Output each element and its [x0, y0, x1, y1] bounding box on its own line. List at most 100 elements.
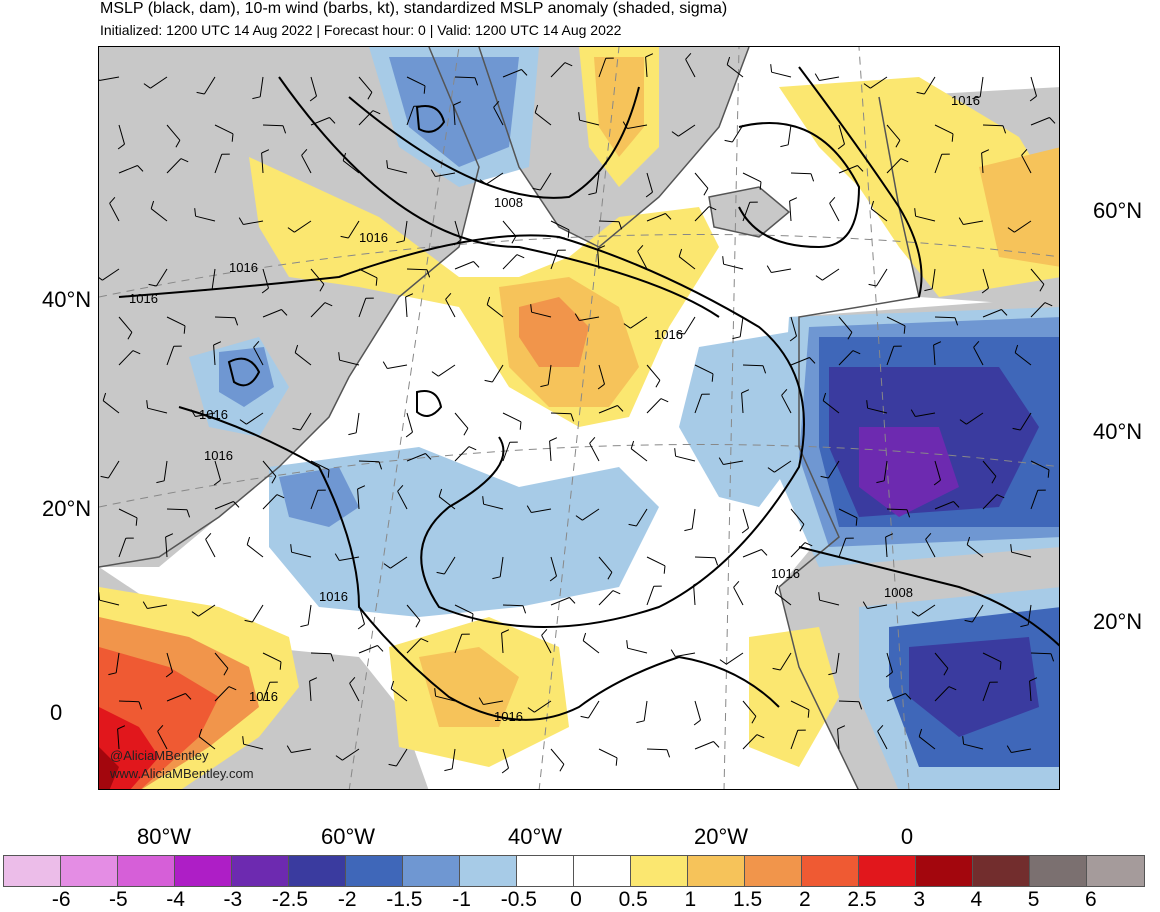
wind-barb: [547, 364, 552, 385]
wind-barb-flag: [837, 725, 846, 730]
wind-barb: [1029, 680, 1032, 702]
wind-barb: [406, 76, 426, 87]
wind-barb: [541, 635, 552, 654]
contour-label: 1016: [129, 291, 158, 306]
wind-barb: [963, 220, 984, 225]
wind-barb: [486, 172, 504, 185]
colorbar-swatch: [175, 856, 232, 886]
wind-barb: [342, 160, 360, 174]
wind-barb: [934, 316, 956, 319]
wind-barb: [166, 158, 182, 174]
colorbar-tick-label: 5: [1027, 888, 1040, 911]
wind-barb: [838, 350, 854, 366]
wind-barb-flag: [102, 392, 107, 401]
wind-barb: [118, 124, 125, 145]
wind-barb: [787, 124, 792, 145]
wind-barb-flag: [810, 173, 815, 182]
colorbar-swatch: [118, 856, 175, 886]
wind-barb: [534, 700, 552, 713]
isobar-1016-main: [118, 234, 805, 628]
wind-barb: [358, 604, 365, 625]
wind-barb-flag: [319, 284, 325, 292]
south-america-land: [259, 647, 429, 789]
wind-barb-flag: [261, 287, 269, 294]
wind-barb-flag: [180, 158, 189, 163]
wind-barb: [150, 76, 168, 89]
wind-barb: [165, 536, 168, 558]
wind-barb-flag: [612, 590, 621, 595]
contour-label: 1016: [229, 260, 258, 275]
isobar-1016-scandinavia: [798, 66, 923, 298]
wind-barb: [358, 268, 378, 279]
wind-barb-flag: [501, 629, 510, 634]
wind-barb-flag: [253, 340, 260, 348]
wind-barb-flag: [724, 139, 733, 143]
wind-barb-flag: [623, 323, 631, 329]
wind-barb-flag: [670, 649, 676, 657]
wind-barb-flag: [238, 217, 244, 225]
lat-label-right-60n: 60°N: [1093, 198, 1143, 223]
mslp-contours: [118, 66, 1059, 721]
wind-barb: [390, 688, 408, 702]
wind-barb: [741, 392, 744, 414]
wind-barb: [166, 652, 173, 673]
wind-barb: [867, 407, 888, 414]
wind-barb: [819, 599, 840, 606]
contour-label: 1016: [204, 448, 233, 463]
wind-barb: [979, 76, 984, 97]
wind-barb-flag: [588, 192, 597, 196]
wind-barb-flag: [756, 734, 765, 739]
wind-barb: [597, 248, 600, 270]
wind-barb-flag: [906, 509, 911, 518]
wind-barb-flag: [770, 64, 773, 73]
wind-barb: [549, 440, 552, 462]
wind-barb: [973, 347, 984, 366]
wind-barb: [454, 220, 461, 241]
wind-barb-flag: [286, 745, 292, 753]
wind-barb: [443, 556, 456, 575]
wind-barb: [214, 460, 221, 481]
wind-barb: [214, 652, 229, 669]
wind-barb-flag: [820, 475, 829, 479]
wind-barb-flag: [190, 409, 196, 417]
wind-barb: [731, 124, 744, 143]
wind-barb-flag: [156, 480, 165, 484]
wind-barb: [118, 165, 138, 174]
wind-barb: [694, 741, 714, 750]
wind-barb-flag: [615, 757, 618, 766]
wind-barb-flag: [1007, 227, 1015, 233]
wind-barb: [582, 640, 600, 654]
wind-barb: [646, 556, 666, 567]
wind-barb-flag: [194, 208, 197, 217]
colorbar-swatch: [460, 856, 517, 886]
wind-barb: [733, 587, 744, 606]
wind-barb-flag: [713, 741, 720, 748]
wind-barb-flag: [804, 542, 813, 547]
colorbar-swatch: [631, 856, 688, 886]
wind-barb: [291, 551, 312, 558]
wind-barb-flag: [622, 121, 628, 129]
wind-barb: [726, 64, 744, 78]
wind-barb: [982, 494, 998, 510]
wind-barb: [835, 652, 840, 673]
wind-barb-flag: [863, 83, 871, 89]
wind-barb: [790, 357, 810, 366]
wind-barb: [118, 538, 127, 558]
wind-barb-flag: [684, 528, 693, 532]
wind-barb-flag: [541, 628, 548, 636]
wind-barb: [262, 124, 284, 127]
wind-barb: [214, 501, 234, 510]
wind-barb-flag: [478, 697, 484, 705]
wind-barb-flag: [857, 165, 864, 172]
wind-barb-flag: [471, 613, 474, 622]
wind-barb-flag: [309, 677, 318, 682]
wind-barb-flag: [666, 749, 671, 758]
wind-barb: [966, 544, 984, 558]
wind-barb-flag: [324, 302, 333, 307]
wind-barb: [262, 268, 269, 289]
wind-barb: [822, 268, 840, 281]
wind-barb: [294, 352, 312, 366]
wind-barb: [358, 460, 380, 463]
wind-barb-flag: [157, 724, 164, 732]
wind-barb: [531, 508, 552, 513]
